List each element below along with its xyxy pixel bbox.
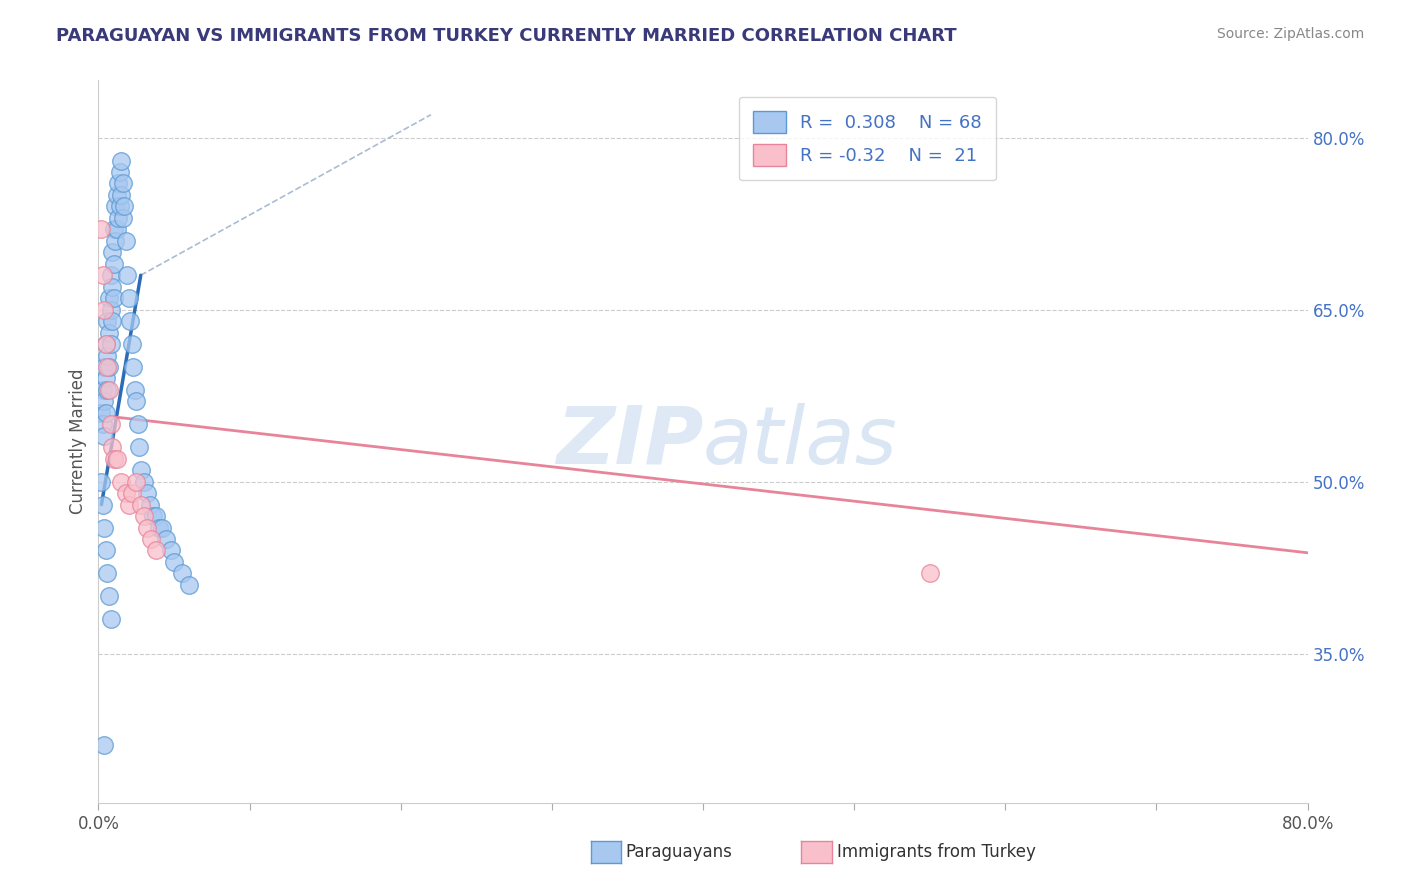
Point [94, 406, 117, 420]
Point [110, 188, 132, 202]
Legend: R =  0.308    N = 68, R = -0.32    N =  21: R = 0.308 N = 68, R = -0.32 N = 21 [738, 96, 997, 180]
Point [129, 463, 152, 477]
Point [120, 314, 142, 328]
Point [108, 165, 131, 179]
Point [91, 417, 114, 432]
Point [105, 451, 128, 466]
Point [112, 199, 135, 213]
Point [100, 417, 122, 432]
Point [91, 268, 114, 283]
Point [150, 520, 173, 534]
Text: Immigrants from Turkey: Immigrants from Turkey [837, 843, 1035, 862]
Point [103, 257, 125, 271]
Text: atlas: atlas [703, 402, 898, 481]
Point [111, 177, 134, 191]
Point [94, 371, 117, 385]
Point [114, 486, 136, 500]
Point [145, 509, 167, 524]
Point [93, 302, 115, 317]
Point [101, 440, 124, 454]
Point [96, 349, 118, 363]
Point [122, 359, 145, 374]
Point [101, 279, 124, 293]
Point [91, 383, 114, 397]
Point [139, 498, 162, 512]
Point [121, 337, 143, 351]
Point [98, 383, 121, 397]
Point [93, 520, 115, 534]
Point [918, 566, 941, 581]
Point [129, 498, 152, 512]
Point [100, 612, 122, 626]
Point [142, 509, 165, 524]
Point [132, 475, 155, 489]
Point [91, 498, 114, 512]
Point [100, 268, 122, 283]
Point [148, 520, 170, 534]
Point [93, 739, 115, 753]
Point [141, 532, 163, 546]
Point [118, 291, 141, 305]
Point [94, 337, 117, 351]
Point [98, 291, 121, 305]
Text: ZIP: ZIP [555, 402, 703, 481]
Point [118, 498, 141, 512]
Point [107, 211, 129, 225]
Point [132, 509, 155, 524]
Point [96, 566, 118, 581]
Point [128, 440, 150, 454]
Text: Paraguayans: Paraguayans [626, 843, 733, 862]
Point [101, 245, 124, 260]
Point [101, 314, 124, 328]
Point [105, 222, 128, 236]
Point [145, 543, 167, 558]
Point [121, 486, 143, 500]
Point [103, 451, 125, 466]
Point [90, 222, 112, 236]
Point [115, 268, 138, 283]
Point [107, 177, 129, 191]
Point [96, 383, 118, 397]
Point [110, 153, 132, 168]
Point [93, 429, 115, 443]
Point [105, 188, 128, 202]
Point [98, 359, 121, 374]
Point [104, 234, 127, 248]
Point [90, 406, 112, 420]
Point [179, 578, 201, 592]
Point [108, 199, 131, 213]
Point [96, 359, 118, 374]
Point [111, 211, 134, 225]
Point [124, 383, 146, 397]
Point [104, 199, 127, 213]
Point [100, 337, 122, 351]
Point [93, 394, 115, 409]
Point [125, 475, 148, 489]
Point [94, 543, 117, 558]
Point [103, 222, 125, 236]
Point [135, 520, 157, 534]
Point [127, 417, 149, 432]
Point [98, 326, 121, 340]
Point [160, 543, 183, 558]
Text: Source: ZipAtlas.com: Source: ZipAtlas.com [1216, 27, 1364, 41]
Text: PARAGUAYAN VS IMMIGRANTS FROM TURKEY CURRENTLY MARRIED CORRELATION CHART: PARAGUAYAN VS IMMIGRANTS FROM TURKEY CUR… [56, 27, 957, 45]
Point [163, 555, 186, 569]
Point [110, 475, 132, 489]
Y-axis label: Currently Married: Currently Married [69, 368, 87, 515]
Point [155, 532, 177, 546]
Point [114, 234, 136, 248]
Point [170, 566, 193, 581]
Point [103, 291, 125, 305]
Point [98, 590, 121, 604]
Point [93, 359, 115, 374]
Point [96, 314, 118, 328]
Point [94, 337, 117, 351]
Point [100, 302, 122, 317]
Point [135, 486, 157, 500]
Point [125, 394, 148, 409]
Point [90, 475, 112, 489]
